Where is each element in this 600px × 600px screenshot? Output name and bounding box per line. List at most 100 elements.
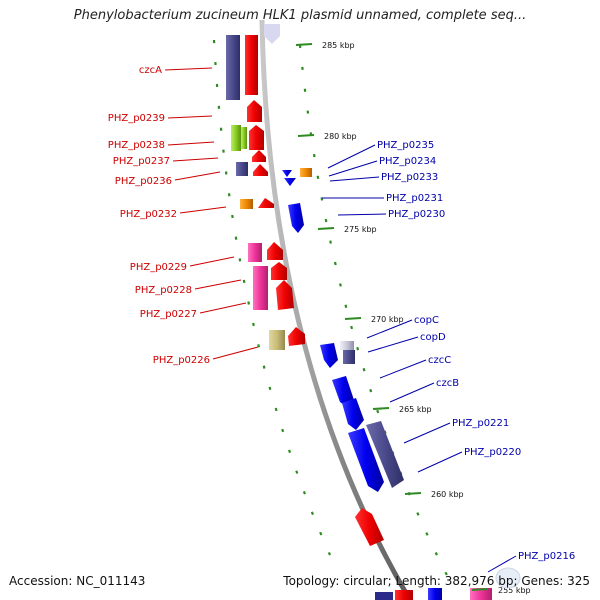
gene-label-PHZ_p0220: PHZ_p0220 xyxy=(464,447,521,458)
gene-PHZ_p0235 xyxy=(282,170,292,177)
gene-PHZ_p0236-b xyxy=(253,164,268,176)
gene-czcA xyxy=(226,35,240,100)
reverse-leader-line xyxy=(403,422,451,444)
reverse-leader-line xyxy=(328,160,378,177)
gene-PHZ_p0226-b xyxy=(288,327,305,346)
kbp-tick-label: 265 kbp xyxy=(399,405,432,414)
gene-bottom-red xyxy=(395,590,413,600)
gene-label-copD: copD xyxy=(420,332,446,343)
kbp-tick-mark xyxy=(344,317,362,320)
map-title: Phenylobacterium zucineum HLK1 plasmid u… xyxy=(73,8,527,23)
gene-PHZ_p0238-a xyxy=(231,125,241,151)
genome-stats: Topology: circular; Length: 382,976 bp; … xyxy=(283,574,590,588)
gene-PHZ_p0232-b xyxy=(258,198,274,208)
reverse-leader-line xyxy=(337,213,387,216)
gene-PHZ_p0234 xyxy=(284,178,296,186)
gene-PHZ_p0230 xyxy=(288,203,304,233)
gene-label-PHZ_p0238: PHZ_p0238 xyxy=(108,140,165,151)
forward-leader-line xyxy=(164,67,213,71)
gene-PHZ_p0238-b xyxy=(241,127,247,149)
gene-label-PHZ_p0228: PHZ_p0228 xyxy=(135,285,192,296)
gene-PHZ_p0228-b xyxy=(271,262,287,280)
kbp-tick-label: 275 kbp xyxy=(344,225,377,234)
kbp-tick-label: 280 kbp xyxy=(324,132,357,141)
gene-PHZ_p0228 xyxy=(253,266,268,310)
gene-PHZ_p0239 xyxy=(247,100,262,122)
gene-label-PHZ_p0216: PHZ_p0216 xyxy=(518,551,575,562)
gene-czcB xyxy=(342,398,364,430)
gene-PHZ_p0220 xyxy=(366,421,404,488)
gene-label-PHZ_p0236: PHZ_p0236 xyxy=(115,176,172,187)
gene-label-PHZ_p0226: PHZ_p0226 xyxy=(153,355,210,366)
gene-PHZ_p0232 xyxy=(240,199,253,209)
gene-PHZ_p0236 xyxy=(236,162,248,176)
gene-label-czcC: czcC xyxy=(428,355,451,366)
gene-PHZ_p0236-a xyxy=(252,150,266,162)
kbp-tick-label: 255 kbp xyxy=(498,586,531,595)
forward-leader-line xyxy=(174,171,221,181)
gene-PHZ_p0237 xyxy=(249,125,264,150)
gene-label-PHZ_p0232: PHZ_p0232 xyxy=(120,209,177,220)
gene-label-PHZ_p0234: PHZ_p0234 xyxy=(379,156,436,167)
gene-copC xyxy=(340,341,354,350)
gene-copD xyxy=(320,343,338,368)
gene-label-PHZ_p0239: PHZ_p0239 xyxy=(108,113,165,124)
forward-leader-line xyxy=(167,115,213,119)
inner-tick-track xyxy=(212,39,332,556)
forward-leader-line xyxy=(167,141,215,146)
gene-bottom-navy xyxy=(375,592,393,600)
forward-leader-line xyxy=(194,279,242,290)
reverse-leader-line xyxy=(366,319,413,339)
gene-far-red xyxy=(355,508,384,546)
gene-PHZ_p0216 xyxy=(470,588,492,600)
kbp-tick-label: 285 kbp xyxy=(322,41,355,50)
kbp-tick-label: 270 kbp xyxy=(371,315,404,324)
gene-PHZ_p0229 xyxy=(248,243,262,262)
zoom-marker xyxy=(495,567,521,589)
kbp-tick-mark xyxy=(372,407,390,410)
forward-genes xyxy=(226,35,384,546)
gene-PHZ_p0233 xyxy=(300,168,312,177)
kbp-tick-label: 260 kbp xyxy=(431,490,464,499)
gene-PHZ_p0229-b xyxy=(267,242,283,260)
gene-label-PHZ_p0235: PHZ_p0235 xyxy=(377,140,434,151)
gene-label-PHZ_p0231: PHZ_p0231 xyxy=(386,193,443,204)
backbone-circle xyxy=(259,19,413,600)
accession-text: Accession: NC_011143 xyxy=(9,574,146,588)
gene-PHZ_p0226 xyxy=(269,330,285,350)
kbp-tick-mark xyxy=(297,134,315,137)
gene-label-PHZ_p0229: PHZ_p0229 xyxy=(130,262,187,273)
gene-czcA-red xyxy=(245,35,258,95)
gene-PHZ_p0227 xyxy=(276,280,294,310)
kbp-tick-mark xyxy=(295,43,313,46)
gene-bottom-blue xyxy=(428,588,442,600)
forward-leader-line xyxy=(172,157,219,162)
reverse-genes xyxy=(264,24,492,600)
reverse-leader-line xyxy=(417,451,463,473)
gene-label-PHZ_p0221: PHZ_p0221 xyxy=(452,418,509,429)
gene-czcC xyxy=(332,376,354,408)
reverse-leader-line xyxy=(367,336,419,353)
gene-label-czcB: czcB xyxy=(436,378,459,389)
forward-leader-line xyxy=(189,256,235,267)
reverse-leader-line xyxy=(327,144,376,169)
gene-label-PHZ_p0233: PHZ_p0233 xyxy=(381,172,438,183)
gene-PHZ_p0221 xyxy=(348,428,384,492)
forward-leader-line xyxy=(199,302,247,314)
kbp-ticks: 285 kbp 280 kbp 275 kbp 270 kbp 265 kbp 260 k… xyxy=(295,41,531,595)
kbp-tick-mark xyxy=(471,588,489,591)
kbp-tick-mark xyxy=(404,492,422,495)
gene-label-PHZ_p0230: PHZ_p0230 xyxy=(388,209,445,220)
forward-leader-line xyxy=(179,206,227,214)
forward-leader-line xyxy=(212,346,259,360)
gene-top-faded xyxy=(264,24,280,44)
gene-copC-b xyxy=(343,350,355,364)
gene-label-PHZ_p0237: PHZ_p0237 xyxy=(113,156,170,167)
kbp-tick-mark xyxy=(317,227,335,230)
reverse-leader-line xyxy=(329,176,380,182)
gene-label-copC: copC xyxy=(414,315,439,326)
gene-labels: czcA PHZ_p0239 PHZ_p0238 PHZ_p0237 PHZ_p0236… xyxy=(108,65,575,573)
gene-label-czcA: czcA xyxy=(139,65,162,76)
reverse-leader-line xyxy=(379,359,427,379)
